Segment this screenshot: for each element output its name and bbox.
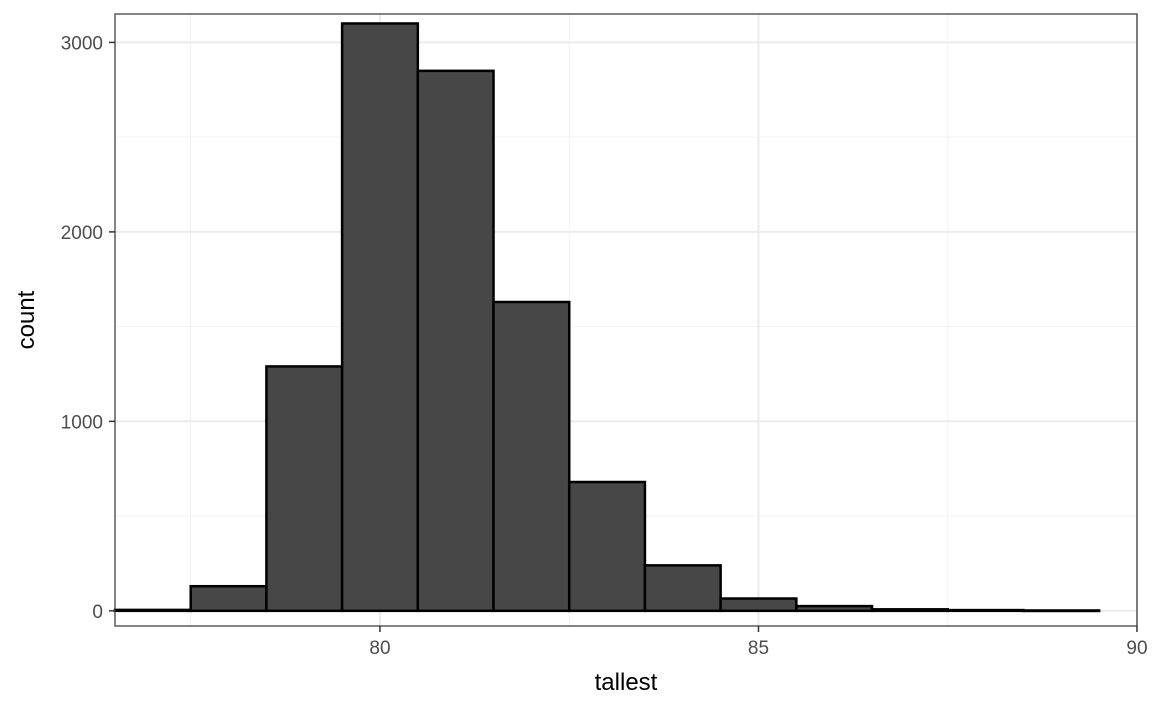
histogram-bar bbox=[265, 365, 344, 613]
y-axis: 0 1000 2000 3000 bbox=[61, 33, 115, 623]
x-tick-label: 90 bbox=[1126, 638, 1147, 659]
histogram-bar bbox=[416, 69, 495, 613]
x-axis: 80 85 90 bbox=[369, 626, 1148, 659]
histogram-bar bbox=[567, 480, 647, 613]
x-axis-title: tallest bbox=[595, 669, 658, 696]
histogram-bars bbox=[113, 22, 1101, 613]
histogram-bar bbox=[795, 604, 874, 613]
y-tick-label: 1000 bbox=[61, 412, 103, 433]
histogram-bar bbox=[1022, 609, 1101, 613]
histogram-bar bbox=[870, 608, 949, 613]
histogram-bar bbox=[946, 608, 1025, 613]
histogram-bar bbox=[189, 584, 268, 613]
panel-border bbox=[114, 13, 1138, 627]
histogram-bar bbox=[719, 597, 798, 613]
y-tick-label: 3000 bbox=[61, 33, 103, 54]
x-tick-label: 80 bbox=[369, 638, 390, 659]
histogram-bar bbox=[113, 608, 192, 613]
y-tick-label: 0 bbox=[92, 602, 103, 623]
histogram-bar bbox=[492, 300, 571, 613]
y-axis-title: count bbox=[13, 290, 40, 349]
histogram-bar bbox=[340, 22, 420, 613]
histogram-bar bbox=[643, 564, 722, 613]
y-tick-label: 2000 bbox=[61, 223, 103, 244]
x-tick-label: 85 bbox=[748, 638, 769, 659]
